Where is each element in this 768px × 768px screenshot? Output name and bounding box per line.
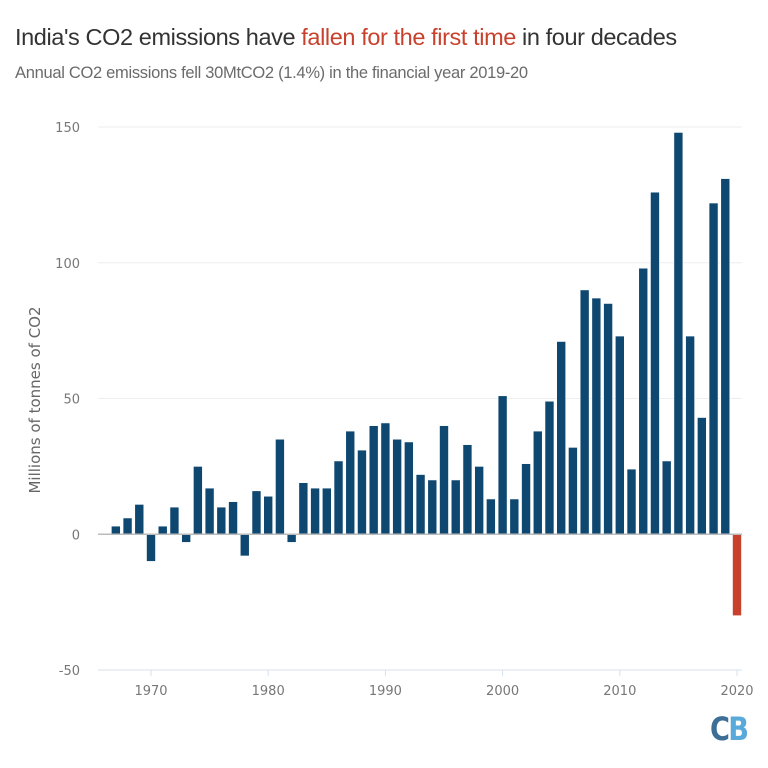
bar-1985 — [321, 487, 332, 535]
bar-1974 — [193, 466, 203, 535]
bar-2000 — [497, 395, 508, 535]
logo-b: B — [728, 710, 749, 748]
bar-1988 — [357, 449, 367, 535]
bar-2020 — [732, 533, 742, 616]
x-tick-label: 1980 — [252, 684, 285, 699]
bar-1982 — [286, 533, 297, 543]
bar-2005 — [556, 341, 567, 535]
bar-1997 — [462, 444, 473, 535]
bar-1983 — [298, 482, 309, 535]
logo-c: C — [710, 710, 730, 748]
bar-1986 — [333, 460, 344, 535]
bar-2011 — [626, 468, 637, 535]
bar-1971 — [157, 525, 168, 535]
bar-2004 — [544, 400, 555, 535]
bar-1995 — [439, 425, 449, 535]
bar-1967 — [111, 525, 121, 535]
bar-2010 — [614, 335, 625, 535]
bar-1978 — [239, 533, 250, 557]
chart-title: India's CO2 emissions have fallen for th… — [15, 24, 677, 51]
x-tick-label: 2020 — [720, 684, 753, 699]
bar-1998 — [474, 466, 484, 535]
y-tick-label: 0 — [72, 528, 80, 543]
x-axis: 1970 1980 1990 2000 2010 2020 — [98, 669, 754, 699]
bar-2018 — [708, 202, 719, 535]
bars — [98, 132, 742, 616]
bar-2017 — [697, 417, 707, 535]
title-prefix: India's CO2 emissions have — [15, 24, 302, 50]
bar-1970 — [146, 533, 156, 562]
y-axis-ticks: -50 0 50 100 150 — [55, 121, 80, 679]
title-suffix: in four decades — [515, 24, 677, 50]
bar-1990 — [380, 422, 391, 535]
bar-2002 — [521, 463, 531, 535]
bar-1979 — [251, 490, 262, 535]
bar-1994 — [427, 479, 438, 535]
bar-2015 — [673, 132, 684, 535]
bar-1989 — [368, 425, 379, 535]
bar-1987 — [345, 430, 356, 535]
bar-2016 — [685, 335, 695, 535]
bar-1992 — [404, 441, 414, 535]
bar-1968 — [122, 517, 133, 535]
chart-subtitle: Annual CO2 emissions fell 30MtCO2 (1.4%)… — [15, 64, 528, 82]
y-tick-label: 150 — [55, 121, 80, 136]
bar-2012 — [638, 267, 649, 535]
bar-2013 — [650, 191, 660, 535]
bar-2001 — [509, 498, 520, 535]
bar-1996 — [450, 479, 461, 535]
bar-2009 — [603, 303, 613, 535]
bar-1993 — [415, 474, 426, 535]
bar-1976 — [216, 506, 227, 535]
y-tick-label: -50 — [59, 664, 80, 679]
y-tick-label: 50 — [63, 393, 80, 408]
title-highlight: fallen for the first time — [301, 24, 516, 50]
bar-1980 — [263, 495, 274, 535]
x-tick-label: 1990 — [369, 684, 402, 699]
bar-1972 — [169, 506, 180, 535]
bar-1984 — [310, 487, 320, 535]
bar-1999 — [486, 498, 496, 535]
y-tick-label: 100 — [55, 257, 80, 272]
bar-1991 — [392, 438, 402, 535]
y-axis-label: Millions of tonnes of CO2 — [26, 306, 44, 493]
gridlines — [98, 126, 742, 399]
bar-2008 — [591, 297, 602, 535]
bar-1969 — [134, 504, 145, 535]
bar-1975 — [204, 487, 215, 535]
bar-2006 — [568, 447, 578, 535]
bar-1977 — [228, 501, 238, 535]
bar-1981 — [275, 438, 285, 535]
x-tick-label: 2000 — [486, 684, 519, 699]
x-tick-label: 1970 — [134, 684, 167, 699]
bar-2003 — [532, 430, 543, 535]
bar-1973 — [181, 533, 191, 543]
bar-2019 — [720, 178, 731, 535]
bar-2007 — [579, 289, 590, 535]
bar-2014 — [661, 460, 672, 535]
carbon-brief-logo: CB — [710, 710, 749, 748]
x-tick-label: 2010 — [603, 684, 636, 699]
